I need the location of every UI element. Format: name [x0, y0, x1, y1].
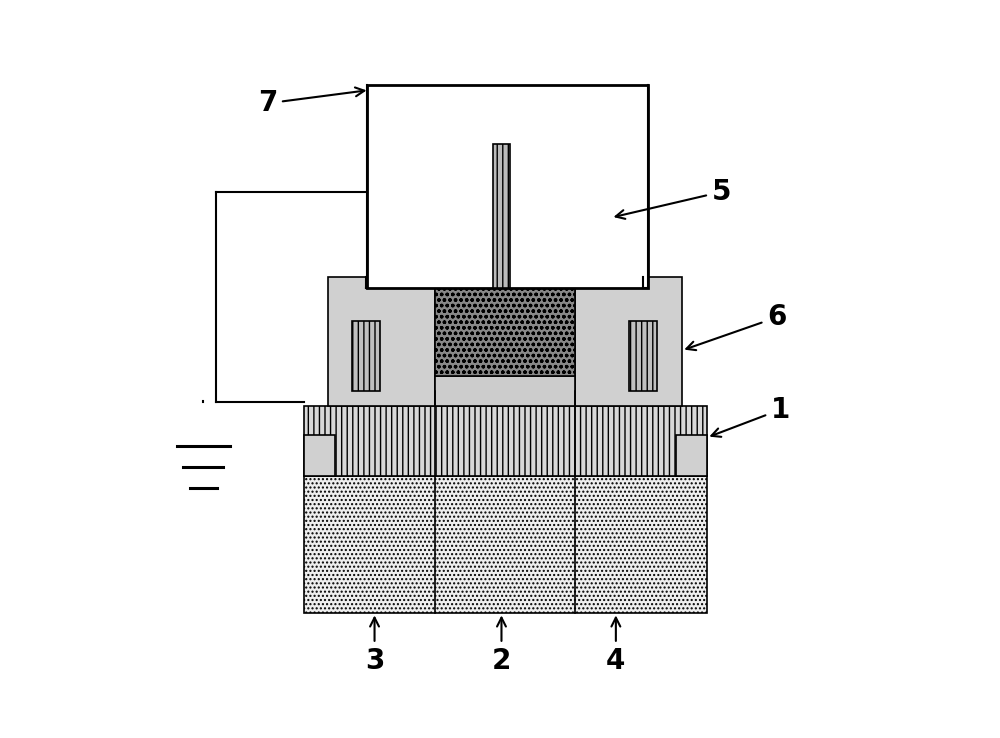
- Bar: [575, 277, 682, 406]
- Bar: [493, 144, 510, 288]
- Bar: [629, 321, 657, 391]
- Bar: [367, 85, 648, 288]
- Text: 6: 6: [686, 303, 786, 350]
- Bar: [435, 376, 575, 406]
- Bar: [435, 288, 575, 376]
- Bar: [304, 435, 335, 476]
- Bar: [304, 476, 707, 613]
- Bar: [676, 435, 707, 476]
- Text: 5: 5: [616, 178, 731, 219]
- Text: 1: 1: [711, 396, 790, 437]
- Bar: [328, 277, 435, 406]
- Bar: [304, 406, 707, 476]
- Text: 7: 7: [258, 87, 364, 117]
- Text: 3: 3: [365, 618, 384, 675]
- Text: 2: 2: [492, 618, 511, 675]
- Text: 4: 4: [606, 618, 626, 675]
- Bar: [352, 321, 380, 391]
